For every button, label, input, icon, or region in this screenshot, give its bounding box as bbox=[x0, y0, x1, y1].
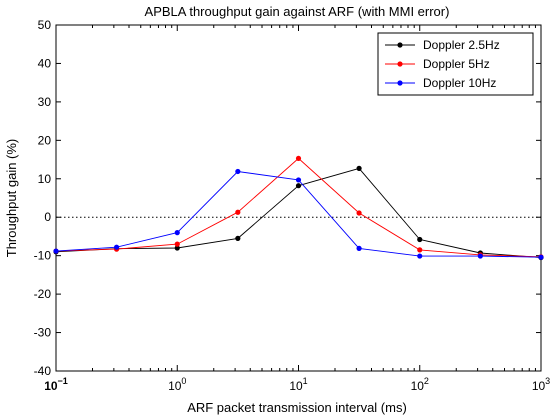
x-tick-label: 10−1 bbox=[44, 376, 68, 393]
x-tick-label: 101 bbox=[289, 376, 307, 393]
legend-marker bbox=[397, 61, 403, 67]
legend-entry: Doppler 2.5Hz bbox=[385, 38, 500, 52]
y-tick-label: 50 bbox=[38, 18, 52, 32]
x-axis-label: ARF packet transmission interval (ms) bbox=[187, 400, 407, 415]
data-point bbox=[295, 155, 302, 162]
data-point bbox=[295, 183, 302, 189]
y-tick-label: 10 bbox=[38, 172, 52, 186]
data-point bbox=[174, 245, 180, 251]
series-3 bbox=[53, 168, 544, 260]
legend-label: Doppler 5Hz bbox=[423, 57, 490, 71]
legend: Doppler 2.5Hz Doppler 5Hz Doppler 10Hz bbox=[377, 32, 534, 96]
x-tick-label: 103 bbox=[532, 376, 550, 393]
y-axis: -40 -30 -20 -10 0 10 20 30 40 50 bbox=[34, 18, 541, 378]
data-point bbox=[53, 248, 59, 254]
legend-entry: Doppler 10Hz bbox=[385, 76, 496, 90]
data-point bbox=[477, 253, 483, 259]
series-layer bbox=[53, 155, 544, 261]
data-point bbox=[417, 236, 423, 243]
legend-label: Doppler 10Hz bbox=[423, 76, 496, 90]
chart-title: APBLA throughput gain against ARF (with … bbox=[145, 4, 450, 19]
y-tick-label: -30 bbox=[34, 326, 52, 340]
y-tick-label: -40 bbox=[34, 364, 52, 378]
y-tick-label: 20 bbox=[38, 133, 52, 147]
y-tick-label: -10 bbox=[34, 249, 52, 263]
data-point bbox=[538, 254, 544, 260]
legend-label: Doppler 2.5Hz bbox=[423, 38, 500, 52]
data-point bbox=[356, 210, 362, 216]
data-point bbox=[174, 241, 180, 247]
y-tick-label: 30 bbox=[38, 95, 52, 109]
data-point bbox=[235, 168, 241, 175]
y-tick-label: 0 bbox=[44, 210, 51, 224]
y-tick-label: 40 bbox=[38, 56, 52, 70]
y-tick-label: -20 bbox=[34, 287, 52, 301]
data-point bbox=[235, 235, 241, 241]
data-point bbox=[356, 165, 362, 171]
x-tick-label: 100 bbox=[168, 376, 186, 393]
legend-marker bbox=[397, 42, 403, 48]
data-point bbox=[174, 230, 180, 236]
legend-entry: Doppler 5Hz bbox=[385, 57, 490, 71]
x-axis: 10−1 100 101 102 103 bbox=[44, 25, 550, 393]
data-point bbox=[295, 177, 302, 183]
data-point bbox=[235, 209, 241, 215]
data-point bbox=[417, 253, 423, 259]
data-point bbox=[417, 247, 423, 253]
y-axis-label: Throughput gain (%) bbox=[4, 139, 19, 258]
x-tick-label: 102 bbox=[411, 376, 429, 393]
legend-marker bbox=[397, 80, 403, 86]
data-point bbox=[113, 244, 120, 250]
data-point bbox=[356, 245, 362, 251]
